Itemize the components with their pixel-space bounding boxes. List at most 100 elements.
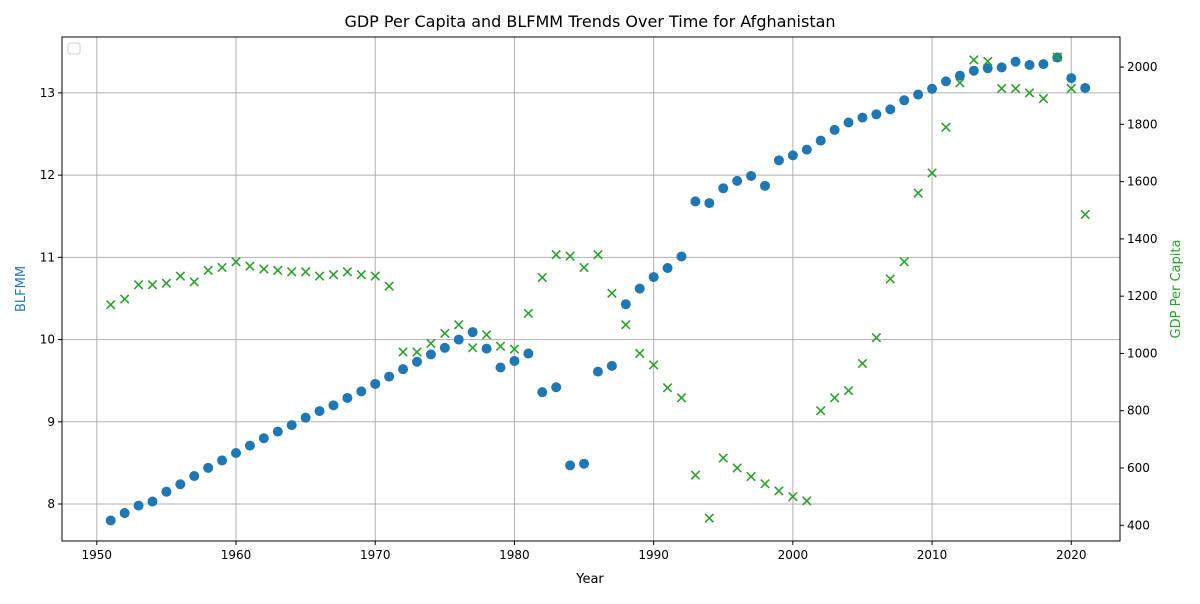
blfmm-point (425, 349, 436, 360)
gdp-per-capita-point (509, 344, 520, 354)
gdp-per-capita-point (843, 385, 854, 396)
blfmm-point (370, 378, 381, 389)
blfmm-point (634, 283, 645, 294)
blfmm-point (746, 170, 757, 181)
gdp-per-capita-point (300, 267, 311, 277)
gdp-per-capita-point (133, 279, 144, 290)
gdp-per-capita-point (1010, 83, 1021, 94)
y-left-tick-label: 11 (40, 250, 55, 264)
blfmm-point (342, 392, 353, 403)
gdp-per-capita-point (384, 281, 394, 291)
gdp-per-capita-point (119, 294, 130, 304)
blfmm-point (954, 70, 965, 81)
gdp-per-capita-point (328, 269, 339, 280)
gdp-per-capita-point (217, 262, 227, 273)
blfmm-point (314, 406, 325, 417)
gdp-per-capita-point (593, 249, 603, 260)
gdp-per-capita-point (704, 513, 715, 523)
blfmm-point (592, 366, 603, 377)
x-axis-label: Year (575, 572, 604, 587)
blfmm-point (398, 364, 409, 375)
gdp-per-capita-point (829, 393, 840, 403)
blfmm-point (885, 104, 896, 115)
blfmm-point (231, 448, 242, 459)
gdp-per-capita-point (426, 338, 436, 349)
blfmm-point (523, 348, 534, 359)
gdp-per-capita-point (495, 341, 506, 352)
blfmm-point (439, 342, 450, 353)
gdp-per-capita-point (286, 267, 297, 277)
gdp-per-capita-point (481, 330, 492, 340)
blfmm-point (899, 95, 910, 106)
blfmm-point (579, 458, 590, 469)
blfmm-point (1010, 56, 1021, 67)
blfmm-point (175, 479, 186, 490)
gdp-per-capita-point (259, 264, 269, 274)
gdp-per-capita-point (607, 288, 617, 299)
blfmm-point (105, 515, 116, 526)
blfmm-point (509, 355, 520, 366)
blfmm-point (732, 175, 743, 186)
blfmm-point (718, 183, 729, 194)
blfmm-point (467, 327, 478, 338)
gdp-per-capita-point (579, 262, 589, 273)
gdp-per-capita-point (969, 55, 979, 65)
y-axis-left-label: BLFMM (14, 266, 29, 312)
blfmm-point (328, 400, 339, 411)
gdp-per-capita-point (523, 308, 534, 319)
gdp-per-capita-point (342, 267, 353, 277)
gdp-per-capita-point (927, 168, 937, 178)
gdp-per-capita-point (356, 269, 367, 280)
y-right-tick-label: 2000 (1127, 60, 1158, 74)
blfmm-point (676, 251, 687, 262)
gdp-per-capita-point (802, 496, 812, 506)
gdp-per-capita-point (982, 56, 993, 67)
gdp-per-capita-point (203, 265, 213, 276)
gdp-per-capita-point (537, 272, 548, 283)
blfmm-point (495, 362, 506, 373)
blfmm-point (843, 117, 854, 128)
blfmm-point (940, 76, 951, 87)
blfmm-point (982, 63, 993, 74)
blfmm-point (606, 360, 617, 371)
x-tick-label: 1960 (221, 548, 252, 562)
gdp-per-capita-point (690, 470, 701, 480)
blfmm-point (133, 500, 144, 511)
blfmm-point (551, 382, 562, 393)
x-tick-label: 2010 (917, 548, 948, 562)
gdp-per-capita-point (314, 271, 325, 281)
gdp-per-capita-point (231, 257, 241, 267)
blfmm-point (537, 387, 548, 398)
gdp-per-capita-point (648, 360, 659, 370)
blfmm-point (356, 386, 367, 397)
x-tick-label: 2000 (778, 548, 809, 562)
blfmm-point (996, 62, 1007, 73)
gdp-per-capita-point (718, 453, 729, 463)
chart-title: GDP Per Capita and BLFMM Trends Over Tim… (344, 12, 835, 31)
y-axis-right-label: GDP Per Capita (1169, 240, 1184, 339)
gdp-per-capita-point (189, 277, 200, 287)
legend-box (67, 42, 81, 55)
gdp-per-capita-point (788, 491, 798, 502)
gdp-per-capita-point (913, 188, 923, 198)
gdp-per-capita-point (453, 320, 464, 330)
gdp-per-capita-point (857, 358, 868, 369)
y-left-tick-label: 12 (40, 168, 55, 182)
blfmm-point (773, 155, 784, 166)
blfmm-point (565, 460, 576, 471)
y-right-tick-label: 1800 (1127, 117, 1158, 131)
blfmm-point (217, 455, 228, 466)
gdp-per-capita-point (746, 471, 756, 482)
data-points (105, 52, 1091, 526)
gdp-per-capita-point (105, 299, 116, 310)
blfmm-point (147, 496, 158, 507)
gdp-per-capita-point (662, 383, 673, 393)
y-right-tick-label: 400 (1127, 518, 1150, 532)
blfmm-point (411, 356, 422, 367)
blfmm-point (871, 109, 882, 120)
plot-frame (61, 36, 1121, 542)
gdp-per-capita-point (774, 486, 784, 496)
blfmm-point (857, 112, 868, 123)
gdp-per-capita-point (1052, 52, 1063, 62)
y-left-tick-label: 9 (47, 415, 55, 429)
